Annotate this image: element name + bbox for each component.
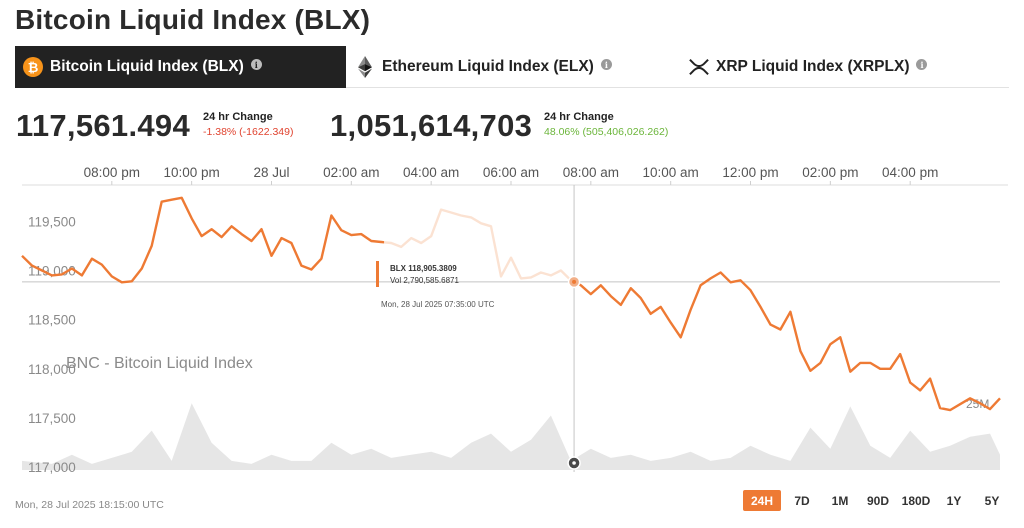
- tab-label: Bitcoin Liquid Index (BLX): [50, 58, 244, 75]
- y-tick-label: 119,500: [28, 214, 76, 229]
- page-title: Bitcoin Liquid Index (BLX): [15, 4, 371, 35]
- chart-watermark: BNC - Bitcoin Liquid Index: [66, 355, 253, 372]
- info-icon[interactable]: i: [916, 59, 928, 70]
- y-tick-label: 117,500: [28, 411, 76, 426]
- price-change-label: 24 hr Change: [203, 111, 273, 123]
- tab-bitcoin-liquid-index[interactable]: ₿ Bitcoin Liquid Index (BLX) i: [15, 46, 346, 88]
- range-24h-button[interactable]: 24H: [743, 490, 781, 511]
- x-tick-label: 12:00 pm: [722, 165, 778, 180]
- x-tick-label: 02:00 am: [323, 165, 379, 180]
- volume-value: 1,051,614,703: [330, 108, 533, 143]
- volume-change-value: 48.06% (505,406,026.262): [544, 126, 669, 138]
- volume-change-label: 24 hr Change: [544, 111, 614, 123]
- tooltip-swatch: [376, 261, 379, 287]
- y-tick-label: 117,000: [28, 460, 76, 475]
- ethereum-icon: [355, 56, 375, 78]
- price-line: [574, 271, 1001, 412]
- tab-label: XRP Liquid Index (XRPLX): [716, 58, 910, 75]
- range-5y-button[interactable]: 5Y: [984, 493, 1000, 508]
- tab-label: Ethereum Liquid Index (ELX): [382, 58, 594, 75]
- price-line: [21, 196, 385, 284]
- volume-area: [22, 403, 1000, 470]
- price-value: 117,561.494: [16, 108, 190, 143]
- y-tick-label: 118,000: [28, 362, 76, 377]
- x-tick-label: 02:00 pm: [802, 165, 858, 180]
- range-selector: 24H 7D 1M 90D 180D 1Y 5Y: [743, 490, 1009, 511]
- y-axis-ticks: 119,500 119,000 118,500 118,000 117,500 117,0…: [28, 214, 76, 475]
- hover-point-volume-center: [572, 461, 576, 465]
- range-7d-button[interactable]: 7D: [794, 493, 810, 508]
- tooltip-timestamp: Mon, 28 Jul 2025 07:35:00 UTC: [381, 300, 495, 309]
- range-180d-button[interactable]: 180D: [901, 493, 931, 508]
- tab-ethereum-liquid-index[interactable]: Ethereum Liquid Index (ELX) i: [346, 46, 677, 88]
- bitcoin-icon: ₿: [23, 57, 43, 77]
- footer-timestamp: Mon, 28 Jul 2025 18:15:00 UTC: [15, 499, 164, 511]
- tooltip-price: BLX 118,905.3809: [390, 264, 457, 273]
- chart-svg[interactable]: 08:00 pm 10:00 pm 28 Jul 02:00 am 04:00 am 06…: [0, 150, 1024, 490]
- index-tabs: ₿ Bitcoin Liquid Index (BLX) i Ethereum …: [15, 46, 1009, 88]
- x-tick-label: 04:00 am: [403, 165, 459, 180]
- x-tick-label: 08:00 am: [563, 165, 619, 180]
- x-tick-label: 28 Jul: [253, 165, 289, 180]
- x-tick-label: 10:00 pm: [164, 165, 220, 180]
- range-1m-button[interactable]: 1M: [831, 493, 849, 508]
- info-icon[interactable]: i: [250, 59, 262, 70]
- x-tick-label: 08:00 pm: [84, 165, 140, 180]
- x-axis-ticks: 08:00 pm 10:00 pm 28 Jul 02:00 am 04:00 am 06…: [84, 165, 938, 185]
- price-line-layer: [21, 196, 1001, 412]
- x-tick-label: 10:00 am: [643, 165, 699, 180]
- range-1y-button[interactable]: 1Y: [946, 493, 962, 508]
- info-icon[interactable]: i: [600, 59, 612, 70]
- price-change-value: -1.38% (-1622.349): [203, 126, 294, 138]
- tab-xrp-liquid-index[interactable]: XRP Liquid Index (XRPLX) i: [677, 46, 1007, 88]
- price-line-dimmed: [384, 208, 575, 284]
- x-tick-label: 04:00 pm: [882, 165, 938, 180]
- tooltip-volume: Vol 2,790,585.6871: [390, 276, 460, 285]
- x-tick-label: 06:00 am: [483, 165, 539, 180]
- y-tick-label: 119,000: [28, 264, 76, 279]
- volume-axis-label: 25M: [966, 397, 989, 411]
- y-tick-label: 118,500: [28, 313, 76, 328]
- volume-area-layer: [22, 403, 1000, 470]
- xrp-icon: [689, 57, 709, 77]
- hover-tooltip: BLX 118,905.3809 Vol 2,790,585.6871 Mon,…: [376, 261, 495, 309]
- hover-point-price-center: [572, 279, 577, 284]
- price-chart[interactable]: 08:00 pm 10:00 pm 28 Jul 02:00 am 04:00 am 06…: [0, 150, 1024, 490]
- range-90d-button[interactable]: 90D: [866, 493, 889, 508]
